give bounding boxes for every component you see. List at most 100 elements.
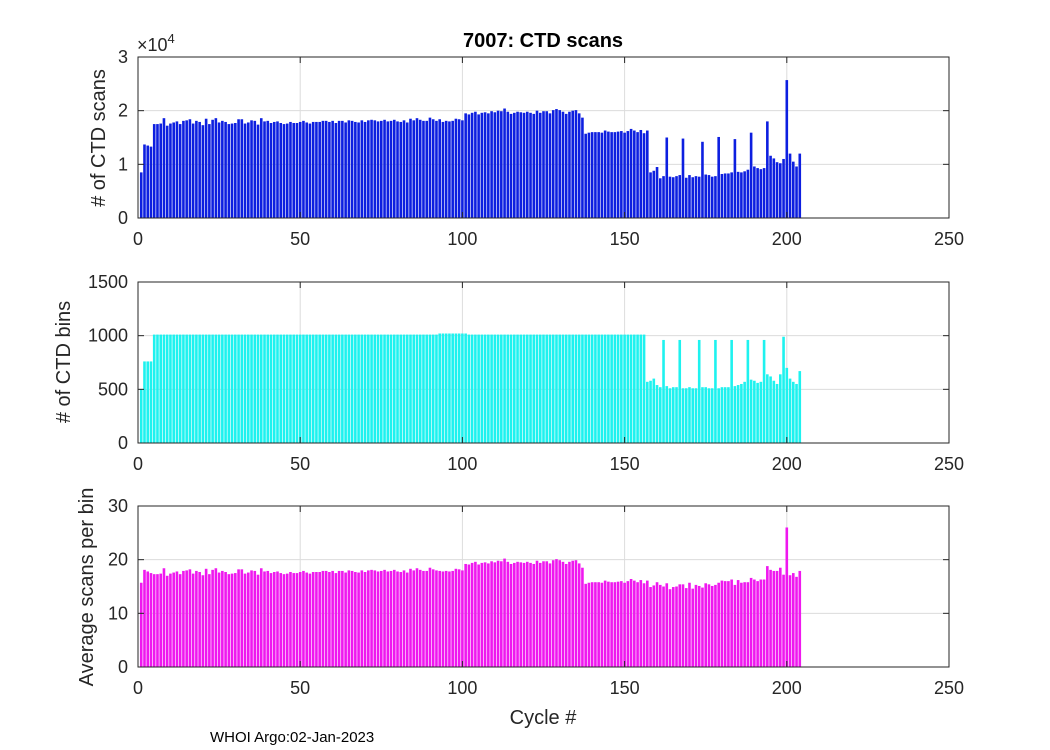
bar — [720, 173, 724, 218]
bar — [616, 334, 620, 443]
bar — [185, 120, 188, 218]
bar — [405, 122, 409, 218]
y-tick-label: 3 — [118, 47, 128, 67]
bar — [221, 334, 224, 443]
bar — [373, 570, 377, 667]
axes-frame — [137, 505, 950, 668]
bar — [230, 334, 234, 443]
bar — [590, 582, 594, 667]
bar — [730, 339, 733, 443]
bar — [785, 367, 789, 443]
bar — [529, 112, 532, 218]
bar — [204, 334, 208, 443]
bar — [607, 131, 610, 218]
bar — [165, 575, 169, 667]
bar — [762, 168, 766, 218]
ticks: 0 50 100 150 200 250 0 500 1000 1500 — [88, 272, 964, 474]
bar — [191, 334, 195, 443]
bar — [620, 334, 623, 443]
bar — [360, 334, 364, 443]
bar — [195, 334, 198, 443]
bar — [464, 333, 467, 443]
ticks: 0 50 100 150 200 250 0 10 20 30 — [108, 496, 964, 698]
bar — [629, 128, 633, 218]
bar — [182, 334, 185, 443]
bar — [305, 122, 308, 218]
bar — [444, 570, 448, 667]
bar — [305, 572, 308, 667]
bar — [263, 121, 266, 218]
bar — [302, 120, 305, 218]
bar — [328, 572, 331, 667]
bar — [775, 162, 779, 218]
bar — [324, 570, 328, 667]
bar — [363, 121, 367, 218]
y-tick-label: 2 — [118, 101, 128, 121]
bar — [464, 563, 467, 667]
bar — [652, 170, 656, 218]
bar — [623, 582, 626, 667]
bar — [389, 120, 393, 218]
bar — [490, 334, 493, 443]
bar — [506, 334, 510, 443]
bar — [691, 177, 695, 218]
bar — [655, 582, 659, 667]
bar — [733, 584, 737, 667]
bar — [500, 111, 503, 218]
bar — [788, 378, 792, 443]
bar — [204, 568, 208, 667]
footer-stamp: WHOI Argo:02-Jan-2023 — [210, 729, 374, 746]
bar — [697, 176, 701, 218]
bar — [581, 117, 584, 218]
bar — [733, 386, 737, 443]
bar — [668, 388, 672, 443]
bar — [347, 120, 351, 218]
bar — [354, 121, 357, 218]
bar — [152, 334, 156, 443]
bar — [509, 334, 513, 443]
bar — [740, 383, 743, 443]
bar — [671, 177, 675, 218]
bar — [710, 176, 714, 218]
bar — [516, 111, 519, 218]
bar — [159, 334, 163, 443]
bar — [707, 175, 711, 218]
y-tick-label: 0 — [118, 657, 128, 677]
bar — [234, 334, 237, 443]
bar — [315, 572, 318, 667]
bar — [697, 585, 701, 667]
bar — [678, 584, 682, 667]
bar — [753, 166, 756, 218]
bar — [259, 118, 263, 218]
bar — [431, 569, 435, 667]
bar — [736, 580, 740, 667]
bar — [697, 339, 701, 443]
bar — [230, 123, 234, 218]
bar — [529, 562, 532, 667]
bar — [234, 573, 237, 667]
bar — [441, 121, 445, 218]
bar — [723, 387, 727, 443]
bar — [723, 173, 727, 218]
bar — [743, 582, 746, 667]
bar — [691, 388, 695, 443]
bar — [428, 567, 432, 667]
bar — [629, 334, 633, 443]
y-tick-label: 30 — [108, 496, 128, 516]
bar — [568, 334, 571, 443]
bar — [185, 334, 188, 443]
bar — [600, 582, 604, 667]
bar — [658, 178, 662, 218]
bar — [558, 110, 562, 218]
bar — [467, 564, 471, 667]
bar — [282, 124, 286, 218]
bar — [574, 560, 578, 667]
x-tick-label: 200 — [772, 678, 802, 698]
bar — [172, 122, 175, 218]
bar — [727, 387, 730, 443]
bar — [328, 121, 331, 218]
bar — [594, 132, 597, 218]
y-tick-label: 0 — [118, 433, 128, 453]
bar — [538, 334, 542, 443]
bar — [188, 119, 192, 218]
